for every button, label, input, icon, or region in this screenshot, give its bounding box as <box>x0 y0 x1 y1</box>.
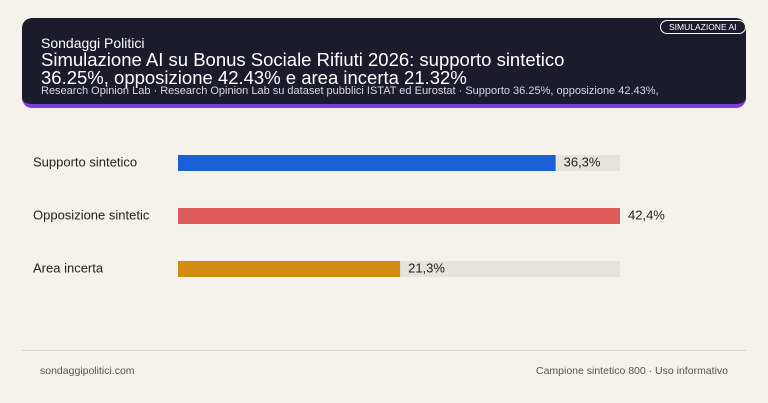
header: Sondaggi Politici Simulazione AI su Bonu… <box>22 18 746 108</box>
badge: SIMULAZIONE AI <box>660 20 746 34</box>
brand: Sondaggi Politici <box>41 35 145 51</box>
category-label: Supporto sintetico <box>33 154 137 169</box>
bar <box>178 155 556 171</box>
value-label: 21,3% <box>408 260 445 275</box>
bar <box>178 261 401 277</box>
chart: Supporto sintetico 36,3% Opposizione sinte… <box>33 154 665 277</box>
value-label: 36,3% <box>564 154 601 169</box>
category-label: Area incerta <box>33 260 104 275</box>
value-label: 42,4% <box>628 207 665 222</box>
footer-right: Campione sintetico 800 · Uso informativo <box>535 365 728 377</box>
category-label: Opposizione sintetic <box>33 207 150 222</box>
bar <box>178 208 620 224</box>
subtitle: Research Opinion Lab · Research Opinion … <box>41 85 659 97</box>
footer-left: sondaggipolitici.com <box>40 365 135 377</box>
chart-title: Simulazione AI su Bonus Sociale Rifiuti … <box>41 49 565 88</box>
footer: sondaggipolitici.com Campione sintetico … <box>22 350 746 377</box>
